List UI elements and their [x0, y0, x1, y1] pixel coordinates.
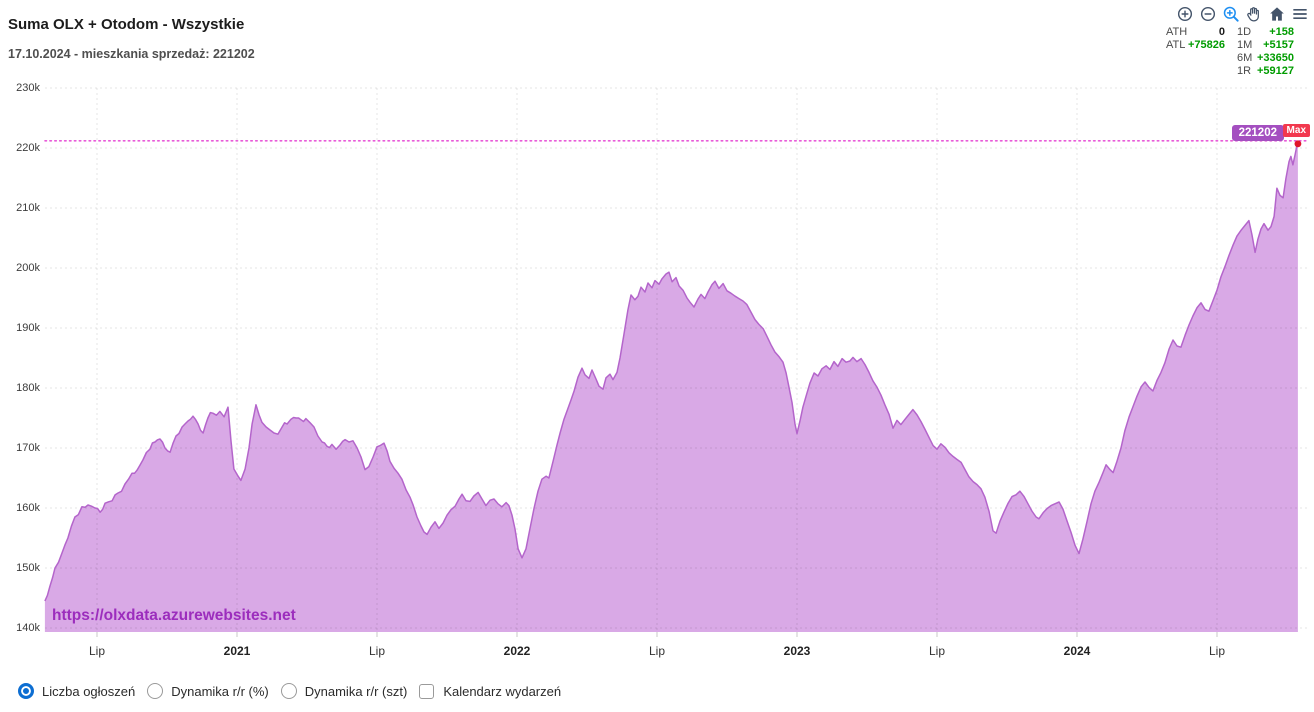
radio-dynamika-rr-proc[interactable]: Dynamika r/r (%): [147, 683, 269, 699]
checkbox-kalendarz-wydarzen[interactable]: Kalendarz wydarzeń: [419, 683, 562, 699]
zoom-in-icon[interactable]: [1174, 3, 1195, 24]
page-title: Suma OLX + Otodom - Wszystkie: [8, 16, 245, 33]
max-value-badge: 221202: [1231, 125, 1284, 141]
stat-ath: ATH 0: [1166, 26, 1225, 39]
stat-label: ATL: [1166, 39, 1186, 51]
stat-label: 1M: [1237, 39, 1253, 51]
zoom-out-icon[interactable]: [1197, 3, 1218, 24]
zoom-selection-icon[interactable]: [1220, 3, 1241, 24]
stat-1r: 1R +59127: [1237, 65, 1294, 78]
stat-label: 1R: [1237, 65, 1252, 77]
radio-label: Liczba ogłoszeń: [42, 683, 136, 699]
radio-selected-icon: [18, 683, 34, 699]
chart-toolbar: [1174, 3, 1310, 24]
stat-value: +33650: [1256, 52, 1294, 64]
series-controls: Liczba ogłoszeń Dynamika r/r (%) Dynamik…: [18, 683, 573, 699]
stat-value: +158: [1269, 26, 1294, 38]
home-icon[interactable]: [1266, 3, 1287, 24]
stat-value: +59127: [1256, 65, 1294, 77]
menu-icon[interactable]: [1289, 3, 1310, 24]
radio-label: Dynamika r/r (%): [171, 683, 269, 699]
stat-value: +75826: [1187, 39, 1225, 51]
last-point-dot: [1294, 140, 1302, 148]
stat-value: +5157: [1263, 39, 1294, 51]
checkbox-icon: [419, 683, 435, 699]
stat-value: 0: [1218, 26, 1225, 38]
stat-label: ATH: [1166, 26, 1188, 38]
page-subtitle: 17.10.2024 - mieszkania sprzedaż: 221202: [8, 47, 255, 61]
radio-icon: [147, 683, 164, 699]
stat-1m: 1M +5157: [1237, 39, 1294, 52]
stat-1d: 1D +158: [1237, 26, 1294, 39]
stat-atl: ATL +75826: [1166, 39, 1225, 52]
radio-icon: [280, 683, 297, 699]
watermark-link: https://olxdata.azurewebsites.net: [52, 607, 296, 624]
stat-label: 1D: [1237, 26, 1252, 38]
pan-icon[interactable]: [1243, 3, 1264, 24]
max-badge: Max: [1282, 124, 1310, 137]
stat-6m: 6M +33650: [1237, 52, 1294, 65]
radio-label: Dynamika r/r (szt): [304, 683, 408, 699]
radio-dynamika-rr-szt[interactable]: Dynamika r/r (szt): [280, 683, 408, 699]
checkbox-label: Kalendarz wydarzeń: [443, 683, 562, 699]
stat-label: 6M: [1237, 52, 1253, 64]
radio-liczba-ogloszen[interactable]: Liczba ogłoszeń: [18, 683, 135, 699]
stats-panel: ATH 0 ATL +75826 1D +158 1M +5157 6M +33…: [1166, 26, 1294, 78]
